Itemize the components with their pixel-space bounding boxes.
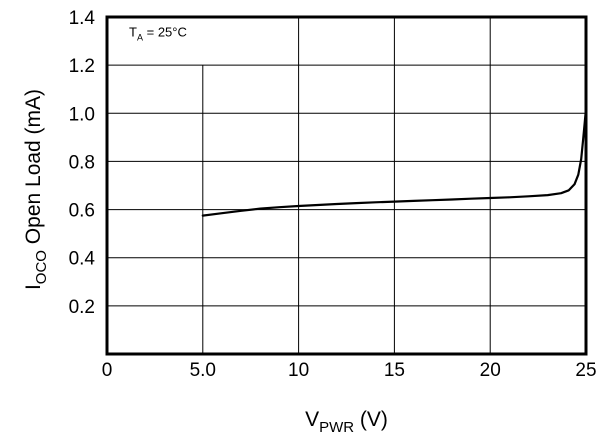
- temperature-annotation: TA = 25°C: [129, 24, 187, 42]
- annotation-main: T: [129, 24, 137, 39]
- y-tick-label-3: 0.8: [69, 152, 95, 173]
- x-tick-label-5: 25: [575, 360, 596, 381]
- x-axis-title: VPWR (V): [305, 408, 388, 436]
- y-axis-title-subscript: OCO: [33, 250, 50, 284]
- y-tick-label-1: 0.4: [69, 249, 96, 270]
- series: [201, 107, 588, 217]
- y-tick-label-2: 0.6: [69, 201, 95, 222]
- tick-labels: 0 5.0 10 15 20 25 0.2 0.4 0.6 0.8 1.0 1.2 1.4: [69, 8, 597, 381]
- y-axis-title-rest: Open Load (mA): [22, 89, 45, 250]
- x-tick-label-3: 15: [384, 360, 405, 381]
- y-axis-title-main: I: [22, 284, 45, 290]
- y-tick-label-0: 0.2: [69, 297, 95, 318]
- x-axis-title-main: V: [305, 408, 319, 431]
- x-tick-label-2: 10: [288, 360, 309, 381]
- x-tick-label-4: 20: [480, 360, 501, 381]
- x-tick-label-0: 0: [102, 360, 113, 381]
- grid: [107, 17, 586, 354]
- y-tick-label-5: 1.2: [69, 56, 95, 77]
- annotation-rest: = 25°C: [143, 24, 187, 39]
- x-axis-title-subscript: PWR: [319, 419, 354, 436]
- x-tick-label-1: 5.0: [190, 360, 216, 381]
- y-axis-title: IOCO Open Load (mA): [22, 89, 50, 290]
- x-axis-title-unit: (V): [354, 408, 388, 431]
- y-tick-label-6: 1.4: [69, 8, 96, 29]
- series-line-0: [201, 107, 588, 217]
- plot-frame: [105, 15, 588, 356]
- y-tick-label-4: 1.0: [69, 104, 95, 125]
- annotation-subscript: A: [137, 32, 143, 42]
